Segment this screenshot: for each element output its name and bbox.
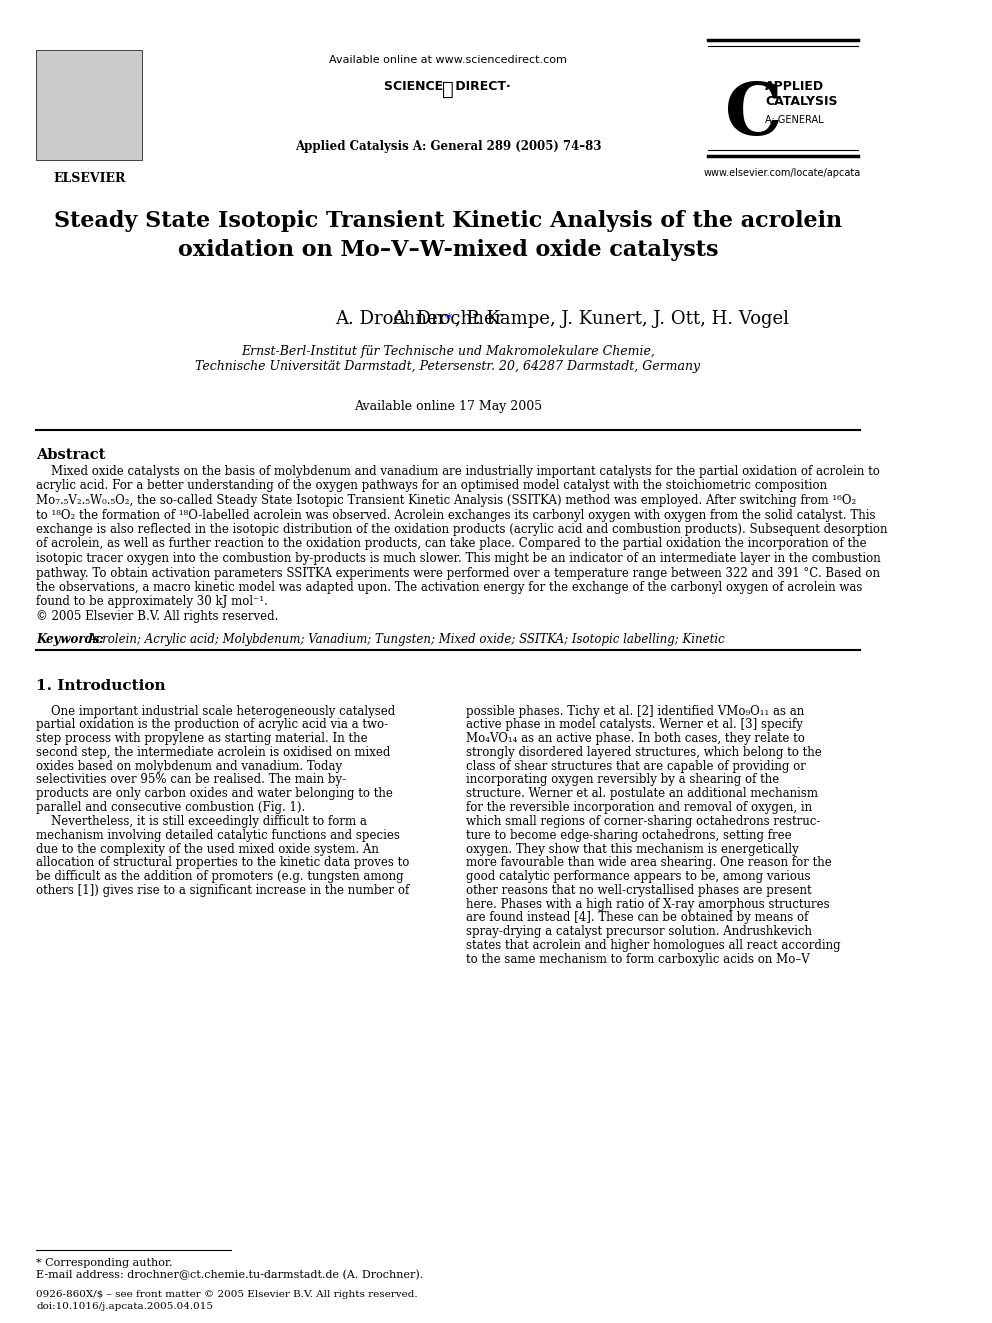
- Text: C: C: [725, 79, 783, 151]
- Text: parallel and consecutive combustion (Fig. 1).: parallel and consecutive combustion (Fig…: [36, 802, 306, 814]
- Text: pathway. To obtain activation parameters SSITKA experiments were performed over : pathway. To obtain activation parameters…: [36, 566, 880, 579]
- Text: to ¹⁸O₂ the formation of ¹⁸O-labelled acrolein was observed. Acrolein exchanges : to ¹⁸O₂ the formation of ¹⁸O-labelled ac…: [36, 508, 876, 521]
- Text: due to the complexity of the used mixed oxide system. An: due to the complexity of the used mixed …: [36, 843, 379, 856]
- Text: Ernst-Berl-Institut für Technische und Makromolekulare Chemie,: Ernst-Berl-Institut für Technische und M…: [241, 345, 655, 359]
- Text: of acrolein, as well as further reaction to the oxidation products, can take pla: of acrolein, as well as further reaction…: [36, 537, 867, 550]
- Text: ELSEVIER: ELSEVIER: [53, 172, 125, 185]
- Text: 1. Introduction: 1. Introduction: [36, 680, 166, 693]
- Text: exchange is also reflected in the isotopic distribution of the oxidation product: exchange is also reflected in the isotop…: [36, 523, 888, 536]
- Text: APPLIED: APPLIED: [765, 79, 824, 93]
- Text: Steady State Isotopic Transient Kinetic Analysis of the acrolein
oxidation on Mo: Steady State Isotopic Transient Kinetic …: [54, 210, 842, 261]
- Text: be difficult as the addition of promoters (e.g. tungsten among: be difficult as the addition of promoter…: [36, 871, 404, 882]
- Text: oxides based on molybdenum and vanadium. Today: oxides based on molybdenum and vanadium.…: [36, 759, 342, 773]
- Text: DIRECT·: DIRECT·: [451, 79, 511, 93]
- Text: © 2005 Elsevier B.V. All rights reserved.: © 2005 Elsevier B.V. All rights reserved…: [36, 610, 279, 623]
- Text: allocation of structural properties to the kinetic data proves to: allocation of structural properties to t…: [36, 856, 410, 869]
- Text: found to be approximately 30 kJ mol⁻¹.: found to be approximately 30 kJ mol⁻¹.: [36, 595, 268, 609]
- Text: Mo₇.₅V₂.₅W₀.₅O₂, the so-called Steady State Isotopic Transient Kinetic Analysis : Mo₇.₅V₂.₅W₀.₅O₂, the so-called Steady St…: [36, 493, 856, 507]
- Text: E-mail address: drochner@ct.chemie.tu-darmstadt.de (A. Drochner).: E-mail address: drochner@ct.chemie.tu-da…: [36, 1270, 424, 1281]
- Text: Mo₄VO₁₄ as an active phase. In both cases, they relate to: Mo₄VO₁₄ as an active phase. In both case…: [465, 732, 805, 745]
- Text: selectivities over 95% can be realised. The main by-: selectivities over 95% can be realised. …: [36, 774, 346, 786]
- Text: possible phases. Tichy et al. [2] identified VMo₉O₁₁ as an: possible phases. Tichy et al. [2] identi…: [465, 705, 804, 717]
- Text: incorporating oxygen reversibly by a shearing of the: incorporating oxygen reversibly by a she…: [465, 774, 779, 786]
- Text: active phase in model catalysts. Werner et al. [3] specify: active phase in model catalysts. Werner …: [465, 718, 803, 732]
- Text: One important industrial scale heterogeneously catalysed: One important industrial scale heterogen…: [36, 705, 396, 717]
- Text: Applied Catalysis A: General 289 (2005) 74–83: Applied Catalysis A: General 289 (2005) …: [295, 140, 601, 153]
- FancyBboxPatch shape: [36, 50, 142, 160]
- Text: second step, the intermediate acrolein is oxidised on mixed: second step, the intermediate acrolein i…: [36, 746, 391, 759]
- Text: acrylic acid. For a better understanding of the oxygen pathways for an optimised: acrylic acid. For a better understanding…: [36, 479, 827, 492]
- Text: Acrolein; Acrylic acid; Molybdenum; Vanadium; Tungsten; Mixed oxide; SSITKA; Iso: Acrolein; Acrylic acid; Molybdenum; Vana…: [87, 632, 725, 646]
- Text: Nevertheless, it is still exceedingly difficult to form a: Nevertheless, it is still exceedingly di…: [36, 815, 367, 828]
- Text: structure. Werner et al. postulate an additional mechanism: structure. Werner et al. postulate an ad…: [465, 787, 817, 800]
- Text: A: GENERAL: A: GENERAL: [765, 115, 823, 124]
- Text: * Corresponding author.: * Corresponding author.: [36, 1258, 173, 1267]
- Text: products are only carbon oxides and water belonging to the: products are only carbon oxides and wate…: [36, 787, 393, 800]
- Text: good catalytic performance appears to be, among various: good catalytic performance appears to be…: [465, 871, 810, 882]
- Text: Available online at www.sciencedirect.com: Available online at www.sciencedirect.co…: [329, 56, 566, 65]
- Text: other reasons that no well-crystallised phases are present: other reasons that no well-crystallised …: [465, 884, 811, 897]
- Text: more favourable than wide area shearing. One reason for the: more favourable than wide area shearing.…: [465, 856, 831, 869]
- Text: here. Phases with a high ratio of X-ray amorphous structures: here. Phases with a high ratio of X-ray …: [465, 898, 829, 910]
- Text: mechanism involving detailed catalytic functions and species: mechanism involving detailed catalytic f…: [36, 828, 400, 841]
- Text: partial oxidation is the production of acrylic acid via a two-: partial oxidation is the production of a…: [36, 718, 388, 732]
- Text: A. Drochner: A. Drochner: [335, 310, 446, 328]
- Text: Abstract: Abstract: [36, 448, 105, 462]
- Text: CATALYSIS: CATALYSIS: [765, 95, 837, 108]
- Text: spray-drying a catalyst precursor solution. Andrushkevich: spray-drying a catalyst precursor soluti…: [465, 925, 811, 938]
- Text: others [1]) gives rise to a significant increase in the number of: others [1]) gives rise to a significant …: [36, 884, 410, 897]
- Text: for the reversible incorporation and removal of oxygen, in: for the reversible incorporation and rem…: [465, 802, 811, 814]
- Text: A. Drochner: A. Drochner: [392, 310, 504, 328]
- Text: 0926-860X/$ – see front matter © 2005 Elsevier B.V. All rights reserved.: 0926-860X/$ – see front matter © 2005 El…: [36, 1290, 418, 1299]
- Text: doi:10.1016/j.apcata.2005.04.015: doi:10.1016/j.apcata.2005.04.015: [36, 1302, 213, 1311]
- Text: which small regions of corner-sharing octahedrons restruc-: which small regions of corner-sharing oc…: [465, 815, 820, 828]
- Text: are found instead [4]. These can be obtained by means of: are found instead [4]. These can be obta…: [465, 912, 807, 925]
- Text: ture to become edge-sharing octahedrons, setting free: ture to become edge-sharing octahedrons,…: [465, 828, 792, 841]
- Text: the observations, a macro kinetic model was adapted upon. The activation energy : the observations, a macro kinetic model …: [36, 581, 862, 594]
- Text: Mixed oxide catalysts on the basis of molybdenum and vanadium are industrially i: Mixed oxide catalysts on the basis of mo…: [36, 464, 880, 478]
- Text: isotopic tracer oxygen into the combustion by-products is much slower. This migh: isotopic tracer oxygen into the combusti…: [36, 552, 881, 565]
- Text: class of shear structures that are capable of providing or: class of shear structures that are capab…: [465, 759, 806, 773]
- Text: , P. Kampe, J. Kunert, J. Ott, H. Vogel: , P. Kampe, J. Kunert, J. Ott, H. Vogel: [455, 310, 789, 328]
- Text: *: *: [446, 314, 452, 325]
- Text: strongly disordered layered structures, which belong to the: strongly disordered layered structures, …: [465, 746, 821, 759]
- Text: ⓐ: ⓐ: [442, 79, 453, 99]
- Text: www.elsevier.com/locate/apcata: www.elsevier.com/locate/apcata: [704, 168, 861, 179]
- Text: oxygen. They show that this mechanism is energetically: oxygen. They show that this mechanism is…: [465, 843, 799, 856]
- Text: Keywords:: Keywords:: [36, 632, 108, 646]
- Text: Available online 17 May 2005: Available online 17 May 2005: [354, 400, 542, 413]
- Text: step process with propylene as starting material. In the: step process with propylene as starting …: [36, 732, 368, 745]
- Text: to the same mechanism to form carboxylic acids on Mo–V: to the same mechanism to form carboxylic…: [465, 953, 809, 966]
- Text: A. Drochner: A. Drochner: [392, 310, 504, 328]
- Text: Technische Universität Darmstadt, Petersenstr. 20, 64287 Darmstadt, Germany: Technische Universität Darmstadt, Peters…: [195, 360, 700, 373]
- Text: SCIENCE: SCIENCE: [384, 79, 447, 93]
- Text: states that acrolein and higher homologues all react according: states that acrolein and higher homologu…: [465, 939, 840, 953]
